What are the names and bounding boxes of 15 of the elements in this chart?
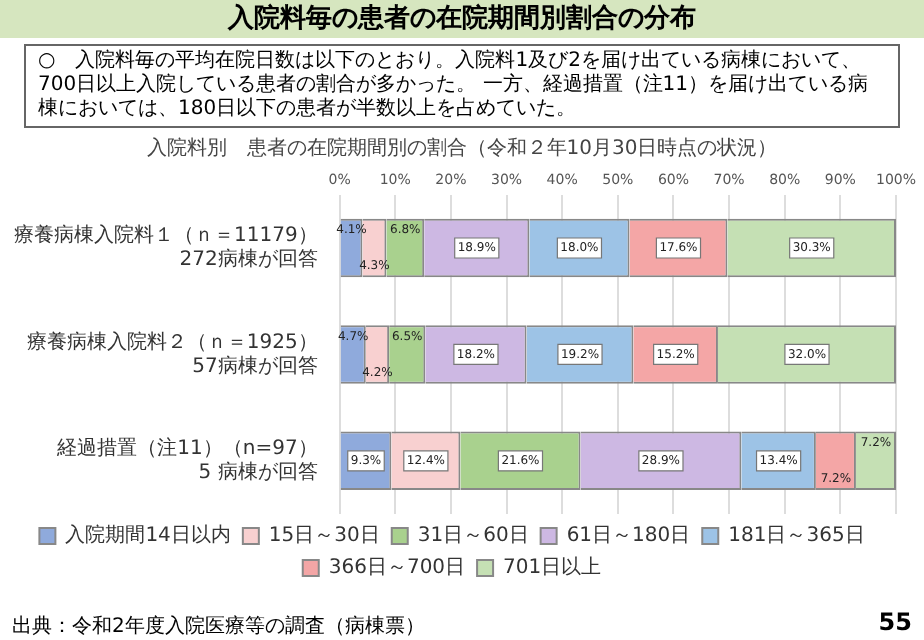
legend-label: 入院期間14日以内 [65,523,231,548]
legend-label: 31日～60日 [417,525,529,548]
legend-label: 701日以上 [503,555,602,580]
source-note: 出典：令和2年度入院医療等の調査（病棟票） [12,613,425,640]
y-tick-label: 経過措置（注11）（n=97） 5 病棟が回答 [55,435,318,484]
legend-label: 61日～180日 [566,525,691,548]
chart-title: 入院料毎の患者の在院期間別割合の分布 [0,0,924,38]
chart-subtitle: 入院料別 患者の在院期間別の割合（令和２年10月30日時点の状況） [144,135,780,162]
text: 55 [878,608,912,636]
legend-label: 15日～30日 [268,525,380,548]
text: ○ 入院料毎の平均在院日数は以下のとおり。入院料1及び2を届け出ている病棟において、700日以上入院している患者の割合が多かった。 一方、経過措置（注11）を届け出ている病棟においては、180日以下の患者が半数以上を占めていた。 [24,44,900,128]
y-tick-label: 療養病棟入院料２（ｎ＝1925） 57病棟が回答 [26,329,318,378]
legend-label: 181日～365日 [728,525,865,548]
y-tick-label: 療養病棟入院料１（ｎ＝11179） 272病棟が回答 [14,223,318,272]
legend-label: 366日～700日 [328,557,466,580]
